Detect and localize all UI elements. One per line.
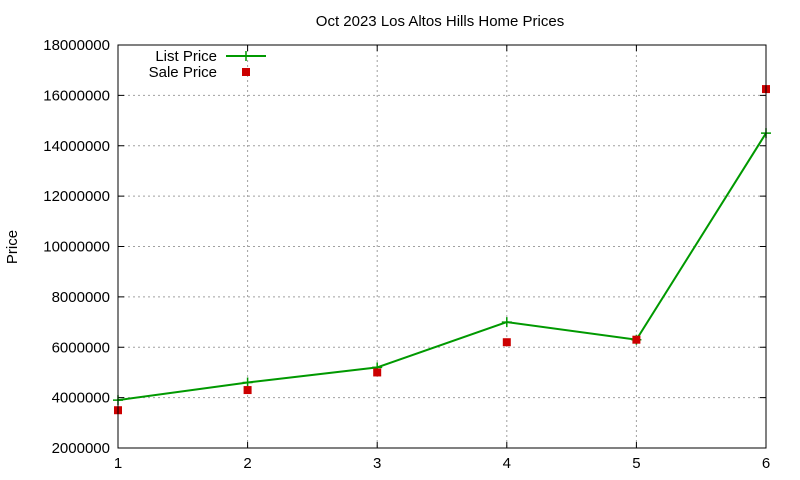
- series-sale-price: [114, 85, 770, 415]
- legend-plus-marker: [241, 51, 251, 61]
- series-list-price: [113, 128, 771, 406]
- x-tick-label: 6: [762, 455, 770, 472]
- axis-ticks: 2000000 4000000 6000000 8000000 10000000 1200…: [43, 37, 770, 472]
- legend-square-marker: [242, 68, 250, 76]
- y-tick-label: 2000000: [52, 440, 110, 457]
- x-tick-label: 1: [114, 455, 122, 472]
- x-tick-label: 3: [373, 455, 381, 472]
- legend-label: Sale Price: [149, 64, 217, 81]
- sale-price-point: [502, 338, 511, 347]
- y-tick-label: 10000000: [43, 239, 110, 256]
- x-tick-label: 5: [632, 455, 640, 472]
- plot-frame: [117, 44, 767, 449]
- x-tick-label: 2: [243, 455, 251, 472]
- y-tick-label: 12000000: [43, 188, 110, 205]
- y-tick-label: 18000000: [43, 37, 110, 54]
- y-tick-label: 8000000: [52, 289, 110, 306]
- legend-label: List Price: [155, 48, 217, 65]
- sale-price-point: [243, 386, 252, 395]
- y-axis-label: Price: [4, 230, 21, 264]
- list-price-point: [501, 317, 512, 328]
- y-tick-label: 16000000: [43, 87, 110, 104]
- sale-price-point: [373, 368, 382, 377]
- sale-price-point: [632, 335, 641, 344]
- series-layer: [113, 85, 771, 415]
- list-price-point: [242, 377, 253, 388]
- y-tick-label: 14000000: [43, 138, 110, 155]
- grid-lines: [118, 45, 766, 448]
- x-tick-label: 4: [503, 455, 511, 472]
- y-tick-label: 4000000: [52, 390, 110, 407]
- list-price-line: [117, 132, 767, 402]
- chart-title: Oct 2023 Los Altos Hills Home Prices: [316, 13, 564, 30]
- y-tick-label: 6000000: [52, 339, 110, 356]
